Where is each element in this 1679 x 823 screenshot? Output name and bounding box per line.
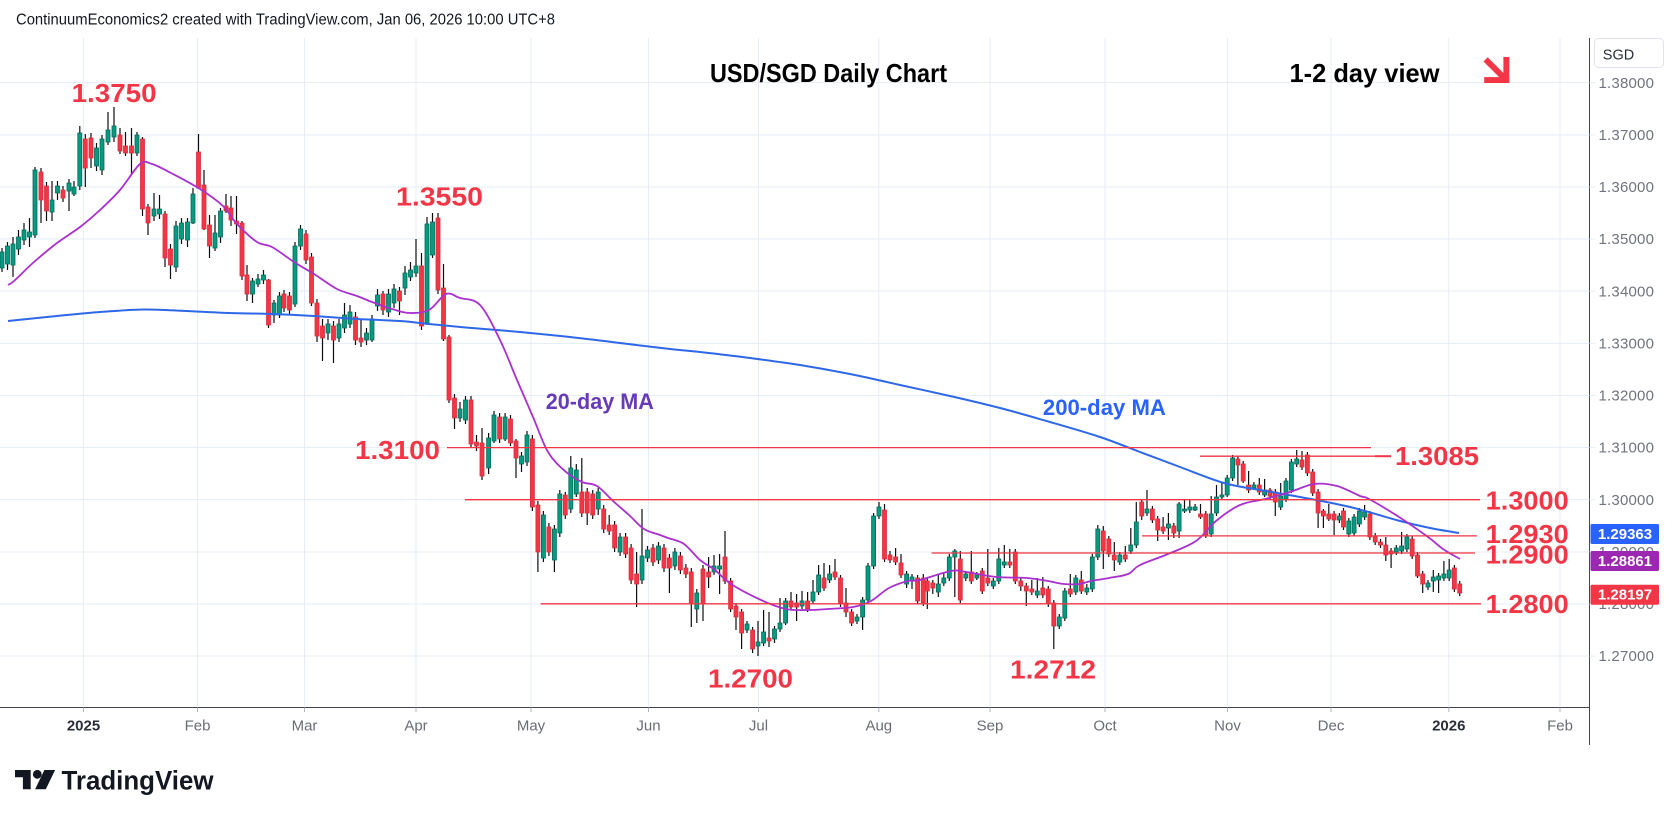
svg-text:200-day MA: 200-day MA bbox=[1043, 395, 1166, 420]
svg-text:1.3000: 1.3000 bbox=[1486, 486, 1569, 516]
svg-text:1.35000: 1.35000 bbox=[1599, 231, 1655, 248]
svg-text:1.36000: 1.36000 bbox=[1599, 179, 1655, 196]
svg-text:1.3550: 1.3550 bbox=[396, 182, 483, 212]
svg-text:1-2 day view: 1-2 day view bbox=[1290, 58, 1441, 88]
svg-text:20-day MA: 20-day MA bbox=[546, 389, 654, 414]
svg-text:1.31000: 1.31000 bbox=[1599, 440, 1655, 457]
svg-text:Jul: Jul bbox=[749, 717, 768, 734]
svg-text:1.30000: 1.30000 bbox=[1599, 492, 1655, 509]
svg-text:Sep: Sep bbox=[977, 717, 1004, 734]
svg-text:SGD: SGD bbox=[1603, 48, 1634, 64]
svg-text:1.28197: 1.28197 bbox=[1598, 587, 1652, 604]
svg-text:TradingView: TradingView bbox=[62, 766, 215, 796]
svg-text:1.2900: 1.2900 bbox=[1486, 539, 1569, 569]
svg-text:1.2800: 1.2800 bbox=[1486, 589, 1569, 619]
svg-text:1.38000: 1.38000 bbox=[1599, 75, 1655, 92]
svg-text:Dec: Dec bbox=[1318, 717, 1345, 734]
svg-text:1.32000: 1.32000 bbox=[1599, 388, 1655, 405]
svg-text:1.3085: 1.3085 bbox=[1395, 441, 1479, 471]
svg-text:Feb: Feb bbox=[1547, 717, 1573, 734]
svg-text:1.33000: 1.33000 bbox=[1599, 335, 1655, 352]
svg-text:Mar: Mar bbox=[292, 717, 318, 734]
svg-text:Nov: Nov bbox=[1214, 717, 1241, 734]
svg-text:1.2712: 1.2712 bbox=[1010, 655, 1096, 685]
svg-text:Aug: Aug bbox=[865, 717, 892, 734]
svg-text:1.2700: 1.2700 bbox=[708, 664, 793, 694]
svg-text:1.3100: 1.3100 bbox=[355, 435, 440, 465]
svg-text:Feb: Feb bbox=[185, 717, 211, 734]
svg-text:1.34000: 1.34000 bbox=[1599, 283, 1655, 300]
svg-text:1.2930: 1.2930 bbox=[1486, 519, 1569, 549]
svg-text:May: May bbox=[517, 717, 546, 734]
svg-text:1.29363: 1.29363 bbox=[1598, 526, 1652, 543]
svg-text:1.28861: 1.28861 bbox=[1598, 553, 1652, 570]
svg-text:2026: 2026 bbox=[1432, 717, 1465, 734]
svg-text:Oct: Oct bbox=[1093, 717, 1117, 734]
svg-text:ContinuumEconomics2 created wi: ContinuumEconomics2 created with Trading… bbox=[16, 12, 555, 29]
svg-text:Apr: Apr bbox=[404, 717, 427, 734]
svg-text:1.37000: 1.37000 bbox=[1599, 127, 1655, 144]
svg-text:Jun: Jun bbox=[636, 717, 660, 734]
svg-text:1.27000: 1.27000 bbox=[1599, 648, 1655, 665]
svg-text:USD/SGD Daily Chart: USD/SGD Daily Chart bbox=[710, 58, 947, 88]
svg-text:2025: 2025 bbox=[67, 717, 100, 734]
svg-text:1.3750: 1.3750 bbox=[72, 78, 157, 108]
